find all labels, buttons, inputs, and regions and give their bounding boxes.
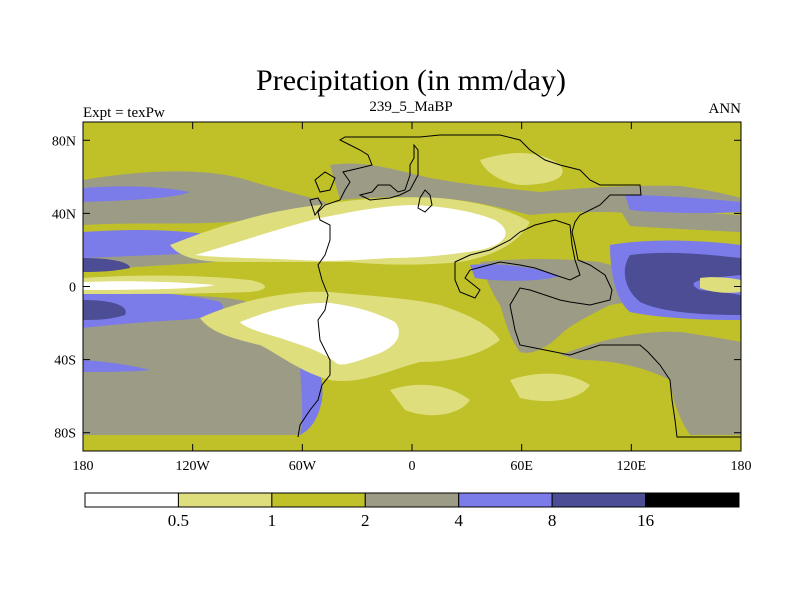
darkblue-band-east-north	[624, 252, 741, 315]
chart-title: Precipitation (in mm/day)	[256, 64, 566, 97]
blue-band-itcz-south	[83, 291, 224, 328]
grey-band-north-pacific	[83, 171, 330, 225]
colorbar-swatch	[84, 492, 179, 508]
season-label: ANN	[709, 101, 742, 117]
x-tick-label: 0	[409, 459, 416, 474]
grey-band-southern-ocean	[560, 331, 741, 435]
x-tick-label: 60E	[510, 459, 533, 474]
x-tick-label: 180	[73, 459, 94, 474]
period-label: 239_5_MaBP	[369, 99, 452, 115]
white-north-desert	[195, 205, 506, 261]
colorbar-swatch	[551, 492, 647, 508]
experiment-label: Expt = texPw	[83, 105, 165, 121]
x-tick-label: 120E	[617, 459, 647, 474]
blue-band-indian	[470, 264, 560, 281]
colorbar-swatch	[364, 492, 460, 508]
colorbar-level-label: 8	[548, 511, 557, 530]
x-tick-label: 60W	[289, 459, 317, 474]
grey-band-north-pacific-east	[620, 209, 741, 232]
lightyellow-southern-interior	[390, 384, 470, 416]
colorbar-level-label: 1	[268, 511, 277, 530]
x-tick-label: 120W	[176, 459, 211, 474]
colorbar: 0.5 1 2 4 8 16	[84, 492, 740, 530]
colorbar-swatch	[177, 492, 273, 508]
y-tick-label: 40N	[52, 207, 76, 222]
band-8-16-regions	[83, 252, 741, 320]
colorbar-level-label: 2	[361, 511, 370, 530]
y-tick-label: 80N	[52, 134, 76, 149]
lightyellow-africa-south	[510, 373, 590, 402]
map-plot-area	[82, 121, 742, 452]
blue-band-north-pacific	[83, 186, 190, 202]
colorbar-level-label: 16	[637, 511, 654, 530]
darkblue-band-itcz-north	[83, 258, 130, 272]
lightyellow-east-coast	[700, 277, 741, 293]
white-equatorial-strip	[83, 281, 215, 290]
colorbar-level-label: 4	[454, 511, 463, 530]
colorbar-level-label: 0.5	[168, 511, 189, 530]
blue-band-north-atlantic	[625, 195, 741, 214]
blue-band-southern	[83, 360, 150, 372]
y-tick-label: 80S	[54, 427, 76, 442]
colorbar-swatch	[271, 492, 366, 508]
colorbar-swatch	[458, 492, 553, 508]
continent-outline	[297, 134, 741, 438]
x-tick-label: 180	[731, 459, 752, 474]
y-axis: 80N 40N 0 40S 80S	[52, 134, 741, 442]
darkblue-band-itcz-south	[83, 300, 126, 320]
colorbar-swatch	[645, 492, 740, 508]
y-tick-label: 40S	[54, 354, 76, 369]
x-axis: 180 120W 60W 0 60E 120E 180	[73, 122, 752, 474]
y-tick-label: 0	[69, 281, 76, 296]
lightyellow-north-interior	[480, 153, 563, 185]
